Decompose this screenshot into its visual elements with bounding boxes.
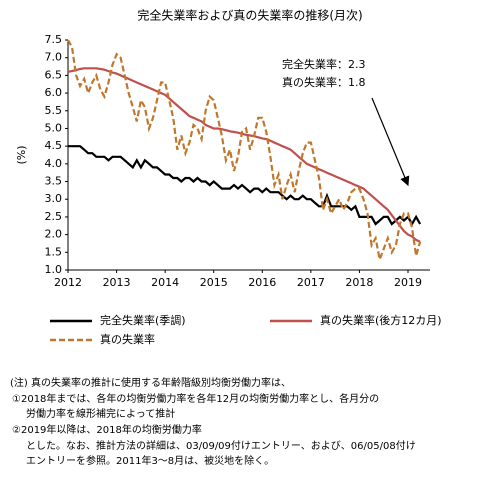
annotation: 真の失業率：1.8	[282, 75, 366, 89]
line-series	[67, 39, 422, 264]
annotation: 完全失業率：2.3	[282, 57, 366, 71]
y-tick-label: 2.5	[45, 210, 63, 223]
y-tick-label: 5.5	[45, 104, 63, 117]
y-tick-label: 2.0	[45, 228, 63, 241]
note: (注) 真の失業率の推計に使用する年齢階級別均衡労働力率は、	[10, 376, 291, 389]
x-tick-label: 2016	[248, 276, 276, 289]
arrow	[371, 97, 410, 187]
y-tick-label: 7.5	[45, 33, 63, 46]
line-series	[67, 67, 421, 243]
x-tick-label: 2014	[151, 276, 179, 289]
y-tick-label: 1.5	[45, 245, 63, 258]
legend-label: 真の失業率	[100, 332, 155, 346]
note: とした。なお、推計方法の詳細は、03/09/09付けエントリー、および、06/0…	[26, 439, 416, 452]
y-tick-label: 4.0	[45, 157, 63, 170]
line-series	[68, 145, 422, 227]
note: ②2019年以降は、2018年の均衡労働力率	[12, 423, 202, 436]
y-tick-label: 4.5	[45, 139, 63, 152]
x-tick-label: 2018	[345, 276, 373, 289]
y-axis-label: (%)	[15, 145, 28, 164]
x-tick-label: 2015	[200, 276, 228, 289]
note: ①2018年までは、各年の均衡労働力率を各年12月の均衡労働力率とし、各月分の	[12, 392, 379, 405]
x-tick-label: 2019	[394, 276, 422, 289]
x-tick-label: 2013	[103, 276, 131, 289]
y-tick-label: 5.0	[45, 121, 63, 134]
y-tick-label: 1.0	[45, 263, 63, 276]
note: エントリーを参照。2011年3～8月は、被災地を除く。	[26, 454, 274, 467]
y-tick-label: 3.0	[45, 192, 63, 205]
x-tick-label: 2012	[54, 276, 82, 289]
y-tick-label: 6.0	[45, 86, 63, 99]
note: 労働力率を線形補完によって推計	[26, 407, 175, 420]
y-tick-label: 7.0	[45, 51, 63, 64]
legend-label: 完全失業率(季調)	[100, 313, 186, 327]
chart-title: 完全失業率および真の失業率の推移(月次)	[137, 8, 362, 23]
y-tick-label: 3.5	[45, 175, 63, 188]
legend-label: 真の失業率(後方12カ月)	[320, 313, 442, 327]
x-tick-label: 2017	[297, 276, 325, 289]
y-tick-label: 6.5	[45, 68, 63, 81]
